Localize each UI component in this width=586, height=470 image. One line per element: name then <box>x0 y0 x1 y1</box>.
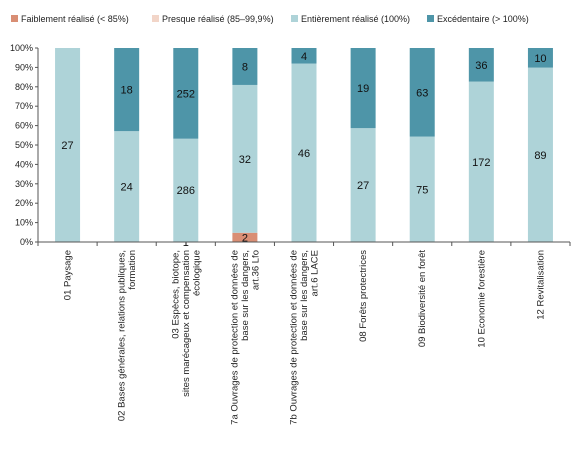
bar-segment <box>527 67 553 242</box>
legend-swatch <box>427 15 434 22</box>
data-label: 2 <box>242 232 248 244</box>
data-label: 32 <box>239 154 251 166</box>
data-label: 1 <box>183 237 189 249</box>
data-label: 4 <box>301 51 307 63</box>
data-label: 19 <box>357 83 369 95</box>
x-tick-label: écologique <box>191 250 202 296</box>
x-tick-label: sites marécageux et compensation <box>181 250 192 397</box>
x-tick-label: base sur les dangers, <box>299 250 310 341</box>
legend-swatch <box>152 15 159 22</box>
y-tick-label: 80% <box>15 82 33 92</box>
x-tick-label: formation <box>127 250 138 290</box>
legend: Faiblement réalisé (< 85%) Presque réalis… <box>11 14 529 24</box>
x-tick-label: base sur les dangers, <box>240 250 251 341</box>
bar-segment <box>527 48 553 68</box>
data-label: 8 <box>242 61 248 73</box>
bar-segment <box>114 48 140 132</box>
y-tick-label: 60% <box>15 121 33 131</box>
y-tick-label: 30% <box>15 179 33 189</box>
bar-segment <box>468 81 494 242</box>
data-label: 36 <box>475 60 487 72</box>
x-tick-label: 08 Forêts protectrices <box>358 250 369 342</box>
bar-segment <box>232 232 258 242</box>
data-label: 27 <box>61 140 73 152</box>
data-label: 286 <box>177 185 195 197</box>
bar-segment <box>291 63 317 242</box>
bar-segment <box>291 48 317 64</box>
y-tick-label: 10% <box>15 218 33 228</box>
data-label: 27 <box>357 180 369 192</box>
bars: 27 24 18 1 286 252 2 32 8 46 4 27 19 75 63 172 36 89 10 <box>55 48 553 249</box>
legend-label: Entièrement réalisé (100%) <box>301 14 410 24</box>
bar-segment <box>232 48 258 85</box>
y-tick-label: 70% <box>15 101 33 111</box>
data-label: 75 <box>416 184 428 196</box>
x-tick-label: 09 Biodiversité en forêt <box>417 250 428 348</box>
legend-label: Presque réalisé (85–99,9%) <box>162 14 274 24</box>
y-tick-label: 0% <box>20 237 33 247</box>
bar-segment <box>409 136 435 242</box>
x-tick-label: 7a Ouvrages de protection et données de <box>229 250 240 425</box>
bar-segment <box>409 48 435 137</box>
bar-segment <box>55 48 81 242</box>
x-tick-label: 01 Paysage <box>63 250 74 300</box>
x-tick-label: art.6 LACE <box>310 250 321 296</box>
x-tick-label: 12 Revitalisation <box>535 250 546 320</box>
data-label: 18 <box>121 85 133 97</box>
bar-segment <box>350 128 376 242</box>
bar-segment <box>232 84 258 233</box>
x-tick-label: 10 Economie forestière <box>476 250 487 348</box>
bar-segment <box>468 48 494 82</box>
data-label: 63 <box>416 87 428 99</box>
x-tick-label: 03 Espèces, biotope, <box>170 250 181 339</box>
x-tick-label: art.36 Lfo <box>250 250 261 290</box>
y-tick-label: 40% <box>15 159 33 169</box>
data-label: 10 <box>534 53 546 65</box>
legend-label: Faiblement réalisé (< 85%) <box>21 14 129 24</box>
data-label: 172 <box>472 157 490 169</box>
y-tick-label: 20% <box>15 198 33 208</box>
legend-swatch <box>11 15 18 22</box>
data-label: 24 <box>121 182 133 194</box>
legend-swatch <box>291 15 298 22</box>
bar-segment <box>173 48 199 139</box>
y-tick-label: 50% <box>15 140 33 150</box>
x-tick-label: 02 Bases générales, relations publiques, <box>116 250 127 421</box>
data-label: 89 <box>534 150 546 162</box>
y-axis: 0% 10% 20% 30% 40% 50% 60% 70% 80% 90% 100% <box>10 43 39 247</box>
bar-segment <box>173 138 199 242</box>
data-label: 46 <box>298 148 310 160</box>
data-label: 252 <box>177 88 195 100</box>
x-tick-label: 7b Ouvrages de protection et données de <box>289 250 300 425</box>
y-tick-label: 90% <box>15 62 33 72</box>
legend-label: Excédentaire (> 100%) <box>437 14 529 24</box>
y-tick-label: 100% <box>10 43 33 53</box>
x-axis: 01 Paysage 02 Bases générales, relations … <box>37 241 571 425</box>
bar-segment <box>114 131 140 242</box>
bar-segment <box>350 48 376 129</box>
